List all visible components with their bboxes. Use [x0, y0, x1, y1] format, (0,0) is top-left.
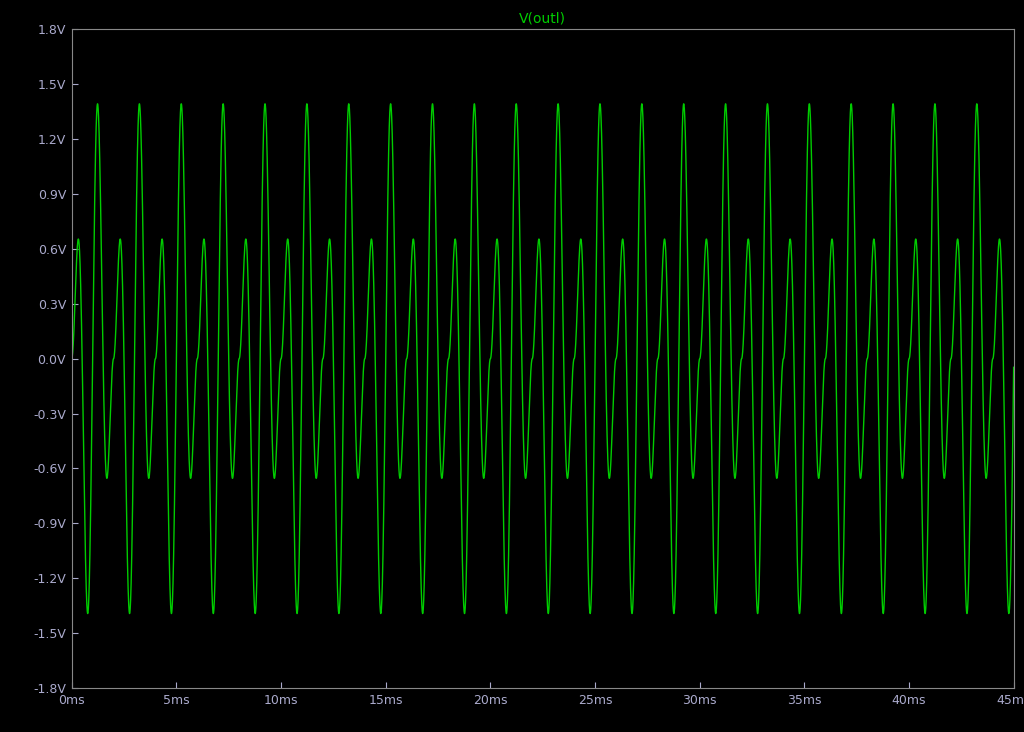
Title: V(outl): V(outl) — [519, 11, 566, 26]
